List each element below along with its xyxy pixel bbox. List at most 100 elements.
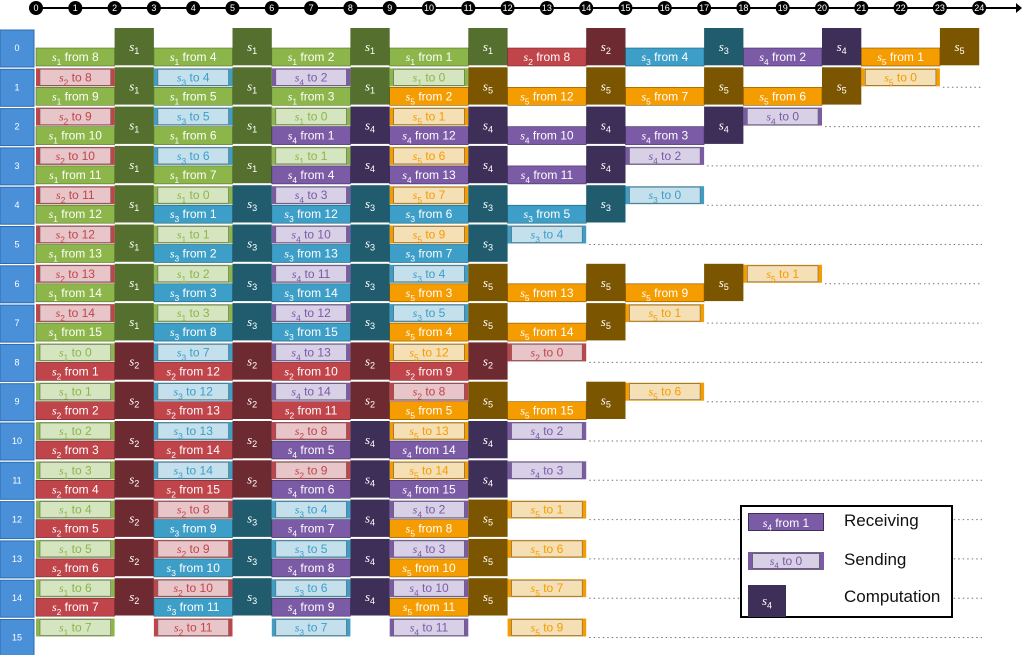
computation-block [586,106,626,144]
computation-label: s4 [483,471,493,489]
processor-number: 5 [14,240,19,250]
processor-label [0,540,35,579]
computation-label: s3 [483,235,493,253]
sending-block-inner [393,422,465,440]
timeline-tick [68,1,83,15]
computation-block [114,342,154,380]
processor-number: 2 [14,122,19,132]
computation-block [704,67,744,105]
sending-block-inner [157,461,229,479]
computation-block [232,185,272,223]
receiving-label: s1 from 4 [170,50,217,67]
sending-block-inner [629,186,701,204]
sending-label: s5 to 1 [648,306,681,323]
timeline-arrow [1016,3,1022,13]
sending-label: s2 to 10 [56,149,96,166]
timeline-tick [736,1,751,15]
computation-label: s2 [365,353,375,371]
computation-label: s3 [247,235,257,253]
sending-block-inner [511,461,583,479]
computation-block [468,185,508,223]
computation-block [350,106,390,144]
sending-block-inner [39,147,111,165]
legend-receiving-label: Receiving [844,511,919,530]
receiving-label: s5 from 9 [641,286,688,303]
receiving-label: s3 from 13 [284,247,338,264]
receiving-label: s2 from 7 [52,600,99,617]
sending-label: s1 to 1 [295,149,328,166]
sending-label: s4 to 2 [413,503,446,520]
legend-computation-sample: s4 [748,585,786,617]
computation-block [232,421,272,459]
sending-label: s3 to 4 [295,503,328,520]
processor-label [0,422,35,461]
computation-label: s1 [365,78,375,96]
receiving-label: s5 from 10 [402,561,456,578]
receiving-label: s5 from 7 [641,89,688,106]
computation-label: s3 [365,196,375,214]
computation-label: s5 [601,392,611,410]
receiving-label: s4 from 5 [288,443,335,460]
timeline-tick [461,1,476,15]
sending-label: s1 to 0 [59,345,92,362]
sending-block-inner [39,540,111,558]
timeline-tick-label: 12 [503,3,513,13]
sending-block-inner [157,108,229,125]
computation-label: s4 [483,117,493,135]
sending-block-inner [39,344,111,361]
computation-label: s4 [719,117,729,135]
computation-block [468,224,508,262]
computation-block [350,421,390,459]
computation-block [114,145,154,184]
computation-block [350,342,390,380]
sending-label: s1 to 5 [59,542,92,559]
sending-label: s3 to 13 [174,424,214,441]
sending-label: s1 to 1 [59,385,92,402]
computation-label: s2 [247,353,257,371]
computation-label: s5 [483,549,493,567]
sending-block-inner [275,540,347,558]
computation-block [586,381,626,419]
computation-label: s1 [129,78,139,96]
computation-label: s1 [129,156,139,174]
receiving-label: s2 from 14 [167,443,221,460]
computation-block [822,28,862,66]
computation-block [114,421,154,459]
computation-label: s5 [601,274,611,292]
computation-block [114,185,154,223]
computation-block [232,263,272,302]
computation-block [114,499,154,537]
receiving-label: s5 from 2 [406,89,453,106]
computation-label: s2 [247,471,257,489]
timeline-tick-label: 13 [542,3,552,13]
computation-label: s5 [483,510,493,528]
processor-number: 0 [14,43,19,53]
computation-label: s2 [483,353,493,371]
sending-label: s1 to 2 [177,267,210,284]
computation-block [468,578,508,616]
sending-block-inner [275,108,347,125]
timeline-tick [697,1,712,15]
sending-block-inner [393,186,465,204]
legend: s4 from 1 Receiving s4 to 0 Sending s4 C… [740,505,953,618]
computation-label: s4 [601,156,611,174]
sending-label: s5 to 13 [409,424,449,441]
sending-label: s4 to 12 [291,306,331,323]
sending-block-inner [157,147,229,165]
computation-block [350,578,390,616]
receiving-label: s4 from 3 [641,129,688,146]
sending-label: s2 to 9 [59,110,92,127]
sending-block-inner [511,226,583,243]
sending-label: s2 to 13 [56,267,96,284]
computation-block [939,28,980,66]
receiving-label: s4 from 10 [520,129,574,146]
computation-label: s4 [837,39,847,57]
legend-sending: s4 to 0 Sending [742,548,951,584]
computation-block [114,460,154,498]
computation-block [350,224,390,262]
computation-label: s2 [129,589,139,607]
sending-label: s2 to 8 [413,385,446,402]
sending-block-inner [275,147,347,165]
computation-block [114,106,154,144]
sending-label: s5 to 0 [884,70,917,87]
